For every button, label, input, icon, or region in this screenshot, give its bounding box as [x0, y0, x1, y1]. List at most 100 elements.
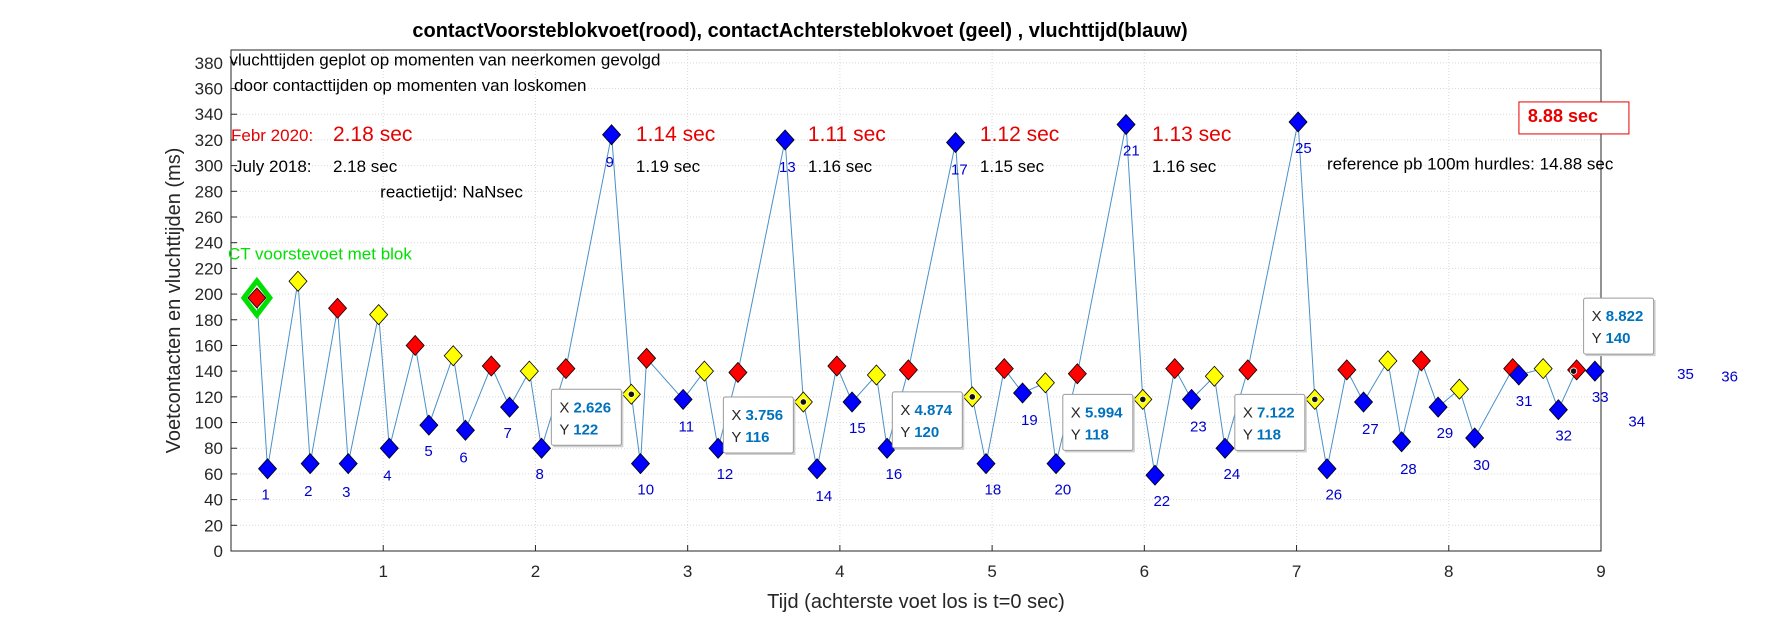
- point-number-label: 20: [1055, 481, 1072, 498]
- datatip-x: X 3.756: [731, 407, 783, 424]
- point-number-label: 18: [985, 481, 1002, 498]
- y-tick-label: 60: [204, 465, 223, 484]
- data-point-s3: [946, 131, 966, 154]
- point-number-label: 24: [1223, 466, 1240, 483]
- annotation-text: 1.15 sec: [980, 157, 1045, 176]
- datatip-x: X 7.122: [1243, 404, 1295, 421]
- point-number-label: 21: [1123, 142, 1140, 159]
- datatip-box: [722, 396, 794, 454]
- data-point-s3: [379, 437, 399, 459]
- datatip-anchor-dot: [1570, 367, 1578, 375]
- datatip-box: [1062, 393, 1134, 451]
- data-point-s1: [728, 361, 748, 384]
- connector-line: [256, 121, 1595, 476]
- data-point-s3: [531, 437, 552, 459]
- data-point-s2: [1204, 365, 1224, 387]
- y-tick-label: 320: [195, 131, 223, 150]
- x-tick-label: 6: [1140, 562, 1149, 581]
- x-tick-label: 2: [531, 562, 540, 581]
- datatip-y: Y 120: [900, 424, 939, 441]
- datatip-x: X 2.626: [559, 399, 611, 416]
- data-point-s1: [1238, 359, 1258, 381]
- annotation-text: 1.16 sec: [808, 157, 873, 176]
- y-tick-label: 240: [195, 234, 223, 253]
- annotation-text: 1.14 sec: [636, 123, 715, 146]
- total-time-label: 8.88 sec: [1528, 106, 1598, 126]
- point-number-label: 33: [1592, 389, 1609, 406]
- x-axis-ticks: 1 2 3 4 5 6 7 8 9: [378, 545, 1606, 581]
- datatip-box: [1234, 393, 1306, 451]
- point-number-label: 34: [1628, 413, 1645, 430]
- datatip-anchor-dot: [799, 398, 807, 406]
- data-point-s2: [1533, 357, 1553, 380]
- datatip-y: Y 122: [559, 421, 598, 438]
- point-number-label: 30: [1473, 457, 1490, 474]
- point-number-label: 9: [605, 154, 613, 171]
- annotation-text: 1.12 sec: [980, 123, 1059, 146]
- data-point-s3: [455, 419, 475, 441]
- data-point-s3: [1116, 113, 1136, 136]
- data-point-s3: [1288, 111, 1308, 133]
- point-number-label: 32: [1555, 428, 1572, 445]
- data-point-s3: [1181, 388, 1202, 411]
- point-number-label: 8: [535, 466, 543, 483]
- annotation-text: vluchttijden geplot op momenten van neer…: [229, 50, 660, 69]
- point-number-label: 25: [1295, 140, 1312, 157]
- data-point-s2: [288, 270, 308, 292]
- datatip-anchor-dot: [627, 390, 635, 398]
- datatip-anchor-dot: [968, 393, 976, 401]
- point-number-label: 3: [342, 484, 350, 501]
- data-point-s3: [300, 453, 320, 475]
- point-number-label: 19: [1021, 412, 1038, 429]
- data-point-s2: [1449, 378, 1469, 400]
- data-point-s3: [257, 458, 278, 480]
- point-number-label: 15: [849, 420, 866, 437]
- grid: [231, 50, 1602, 552]
- datatip-box: [891, 391, 963, 449]
- point-number-label: 5: [424, 443, 432, 460]
- data-point-s3: [976, 453, 996, 475]
- point-number-label: 4: [383, 467, 391, 484]
- data-point-s3: [338, 453, 358, 475]
- data-point-s1: [481, 355, 501, 377]
- point-number-label: 29: [1437, 425, 1454, 442]
- point-labels: 1 2 345 67891011121314151617181920212223242…: [261, 140, 1738, 510]
- data-point-s1: [827, 355, 847, 377]
- y-tick-label: 120: [195, 388, 223, 407]
- x-tick-label: 9: [1596, 562, 1605, 581]
- point-number-label: 36: [1721, 368, 1738, 385]
- x-tick-label: 7: [1292, 562, 1301, 581]
- data-point-s1: [898, 359, 918, 381]
- data-point-s3: [807, 458, 827, 480]
- point-number-label: 2: [304, 483, 312, 500]
- annotation-text: reference pb 100m hurdles: 14.88 sec: [1327, 154, 1614, 173]
- annotation-text: 1.16 sec: [1152, 157, 1217, 176]
- data-point-s2: [1035, 372, 1055, 394]
- data-point-s3: [673, 388, 693, 411]
- total-time-box: [1518, 101, 1630, 135]
- data-point-s1: [1411, 350, 1431, 372]
- datatip-x: X 5.994: [1071, 404, 1123, 421]
- annotation-text: door contacttijden op momenten van losko…: [234, 76, 586, 95]
- chart-title: contactVoorsteblokvoet(rood), contactAch…: [412, 20, 1187, 42]
- data-point-s3: [1548, 399, 1568, 421]
- datatip-box: [550, 388, 622, 446]
- point-number-label: 35: [1677, 366, 1694, 383]
- datatip-x: X 8.822: [1592, 308, 1644, 325]
- data-point-s3: [1145, 464, 1165, 486]
- y-tick-label: 40: [204, 491, 223, 510]
- y-tick-label: 140: [195, 362, 223, 381]
- y-tick-label: 100: [195, 414, 223, 433]
- x-tick-label: 1: [378, 562, 387, 581]
- x-tick-label: 5: [987, 562, 996, 581]
- annotations: vluchttijden geplot op momenten van neer…: [228, 50, 1630, 263]
- data-point-s3: [1353, 391, 1374, 413]
- x-tick-label: 8: [1444, 562, 1453, 581]
- data-point-s3: [1317, 458, 1337, 480]
- annotation-text: CT voorstevoet met blok: [228, 244, 412, 263]
- y-tick-label: 80: [204, 439, 223, 458]
- point-number-label: 31: [1516, 393, 1533, 410]
- annotation-text: July 2018:: [234, 157, 311, 176]
- data-point-s3: [1585, 360, 1605, 382]
